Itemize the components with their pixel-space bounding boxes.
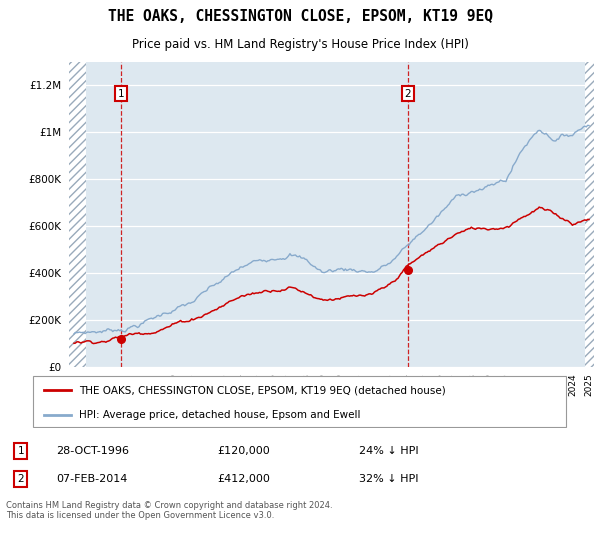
FancyBboxPatch shape: [33, 376, 566, 427]
Text: THE OAKS, CHESSINGTON CLOSE, EPSOM, KT19 9EQ (detached house): THE OAKS, CHESSINGTON CLOSE, EPSOM, KT19…: [79, 385, 445, 395]
Text: 32% ↓ HPI: 32% ↓ HPI: [359, 474, 418, 484]
Text: HPI: Average price, detached house, Epsom and Ewell: HPI: Average price, detached house, Epso…: [79, 410, 360, 420]
Text: 2: 2: [17, 474, 24, 484]
Bar: [69, 62, 86, 367]
Text: 1: 1: [17, 446, 24, 456]
Bar: [69, 62, 86, 367]
Text: THE OAKS, CHESSINGTON CLOSE, EPSOM, KT19 9EQ: THE OAKS, CHESSINGTON CLOSE, EPSOM, KT19…: [107, 9, 493, 24]
Text: 28-OCT-1996: 28-OCT-1996: [56, 446, 129, 456]
Text: 1: 1: [118, 88, 124, 99]
Bar: [585, 62, 594, 367]
Text: £412,000: £412,000: [218, 474, 271, 484]
Text: Price paid vs. HM Land Registry's House Price Index (HPI): Price paid vs. HM Land Registry's House …: [131, 38, 469, 51]
Text: 07-FEB-2014: 07-FEB-2014: [56, 474, 127, 484]
Text: 24% ↓ HPI: 24% ↓ HPI: [359, 446, 418, 456]
Text: Contains HM Land Registry data © Crown copyright and database right 2024.
This d: Contains HM Land Registry data © Crown c…: [6, 501, 332, 520]
Text: 2: 2: [404, 88, 411, 99]
Text: £120,000: £120,000: [218, 446, 271, 456]
